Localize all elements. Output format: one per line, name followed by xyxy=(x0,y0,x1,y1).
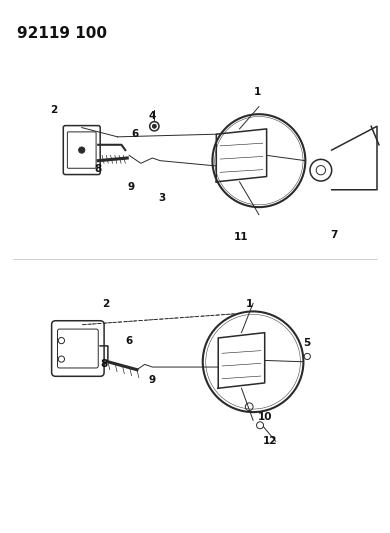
Text: 1: 1 xyxy=(246,298,253,309)
Text: 10: 10 xyxy=(257,413,272,422)
Text: 4: 4 xyxy=(149,111,156,120)
Text: 11: 11 xyxy=(234,232,249,243)
Circle shape xyxy=(152,124,156,128)
Text: 8: 8 xyxy=(100,359,108,369)
Text: 9: 9 xyxy=(149,375,156,385)
Text: 7: 7 xyxy=(331,230,338,240)
Text: 92119 100: 92119 100 xyxy=(17,26,107,41)
Text: 6: 6 xyxy=(131,129,138,139)
Text: 6: 6 xyxy=(126,336,133,345)
Text: 1: 1 xyxy=(254,87,261,97)
Text: 9: 9 xyxy=(128,182,135,192)
Text: 12: 12 xyxy=(263,436,278,446)
Text: 8: 8 xyxy=(94,164,102,174)
Text: 3: 3 xyxy=(158,193,166,203)
Text: 2: 2 xyxy=(102,298,110,309)
Text: 5: 5 xyxy=(304,338,311,348)
Circle shape xyxy=(79,147,85,153)
Text: 2: 2 xyxy=(50,106,57,115)
